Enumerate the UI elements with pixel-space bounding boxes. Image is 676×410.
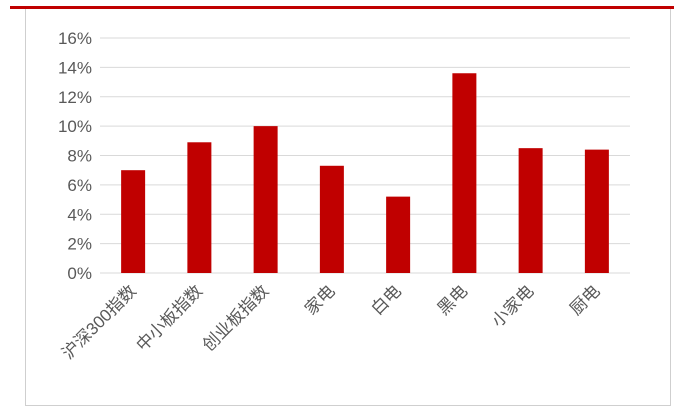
bar <box>452 73 477 273</box>
bars <box>121 73 609 273</box>
y-tick-label: 16% <box>58 29 92 48</box>
y-tick-label: 2% <box>67 235 92 254</box>
bar <box>518 148 543 273</box>
y-tick-label: 4% <box>67 205 92 224</box>
bar <box>121 170 146 273</box>
bar <box>319 165 344 273</box>
y-tick-label: 6% <box>67 176 92 195</box>
bar <box>253 126 278 273</box>
bar <box>386 196 411 273</box>
y-tick-label: 0% <box>67 264 92 283</box>
x-category-label: 厨电 <box>566 281 603 318</box>
x-category-label: 黑电 <box>434 281 471 318</box>
y-axis-tick-labels: 0% 2% 4% 6% 8% 10% 12% 14% 16% <box>58 29 92 283</box>
x-category-label: 家电 <box>301 281 338 318</box>
y-tick-label: 12% <box>58 88 92 107</box>
bar <box>584 149 609 273</box>
header-accent-rule <box>10 6 674 9</box>
y-tick-label: 8% <box>67 147 92 166</box>
x-category-label: 小家电 <box>488 281 537 330</box>
y-tick-label: 14% <box>58 58 92 77</box>
x-category-label: 创业板指数 <box>199 281 273 355</box>
chart-frame <box>25 9 671 406</box>
x-category-label: 沪深300指数 <box>58 281 140 363</box>
bar <box>187 142 212 273</box>
y-tick-label: 10% <box>58 117 92 136</box>
x-category-label: 白电 <box>367 281 404 318</box>
gridlines <box>100 37 630 274</box>
x-category-label: 中小板指数 <box>133 281 207 355</box>
